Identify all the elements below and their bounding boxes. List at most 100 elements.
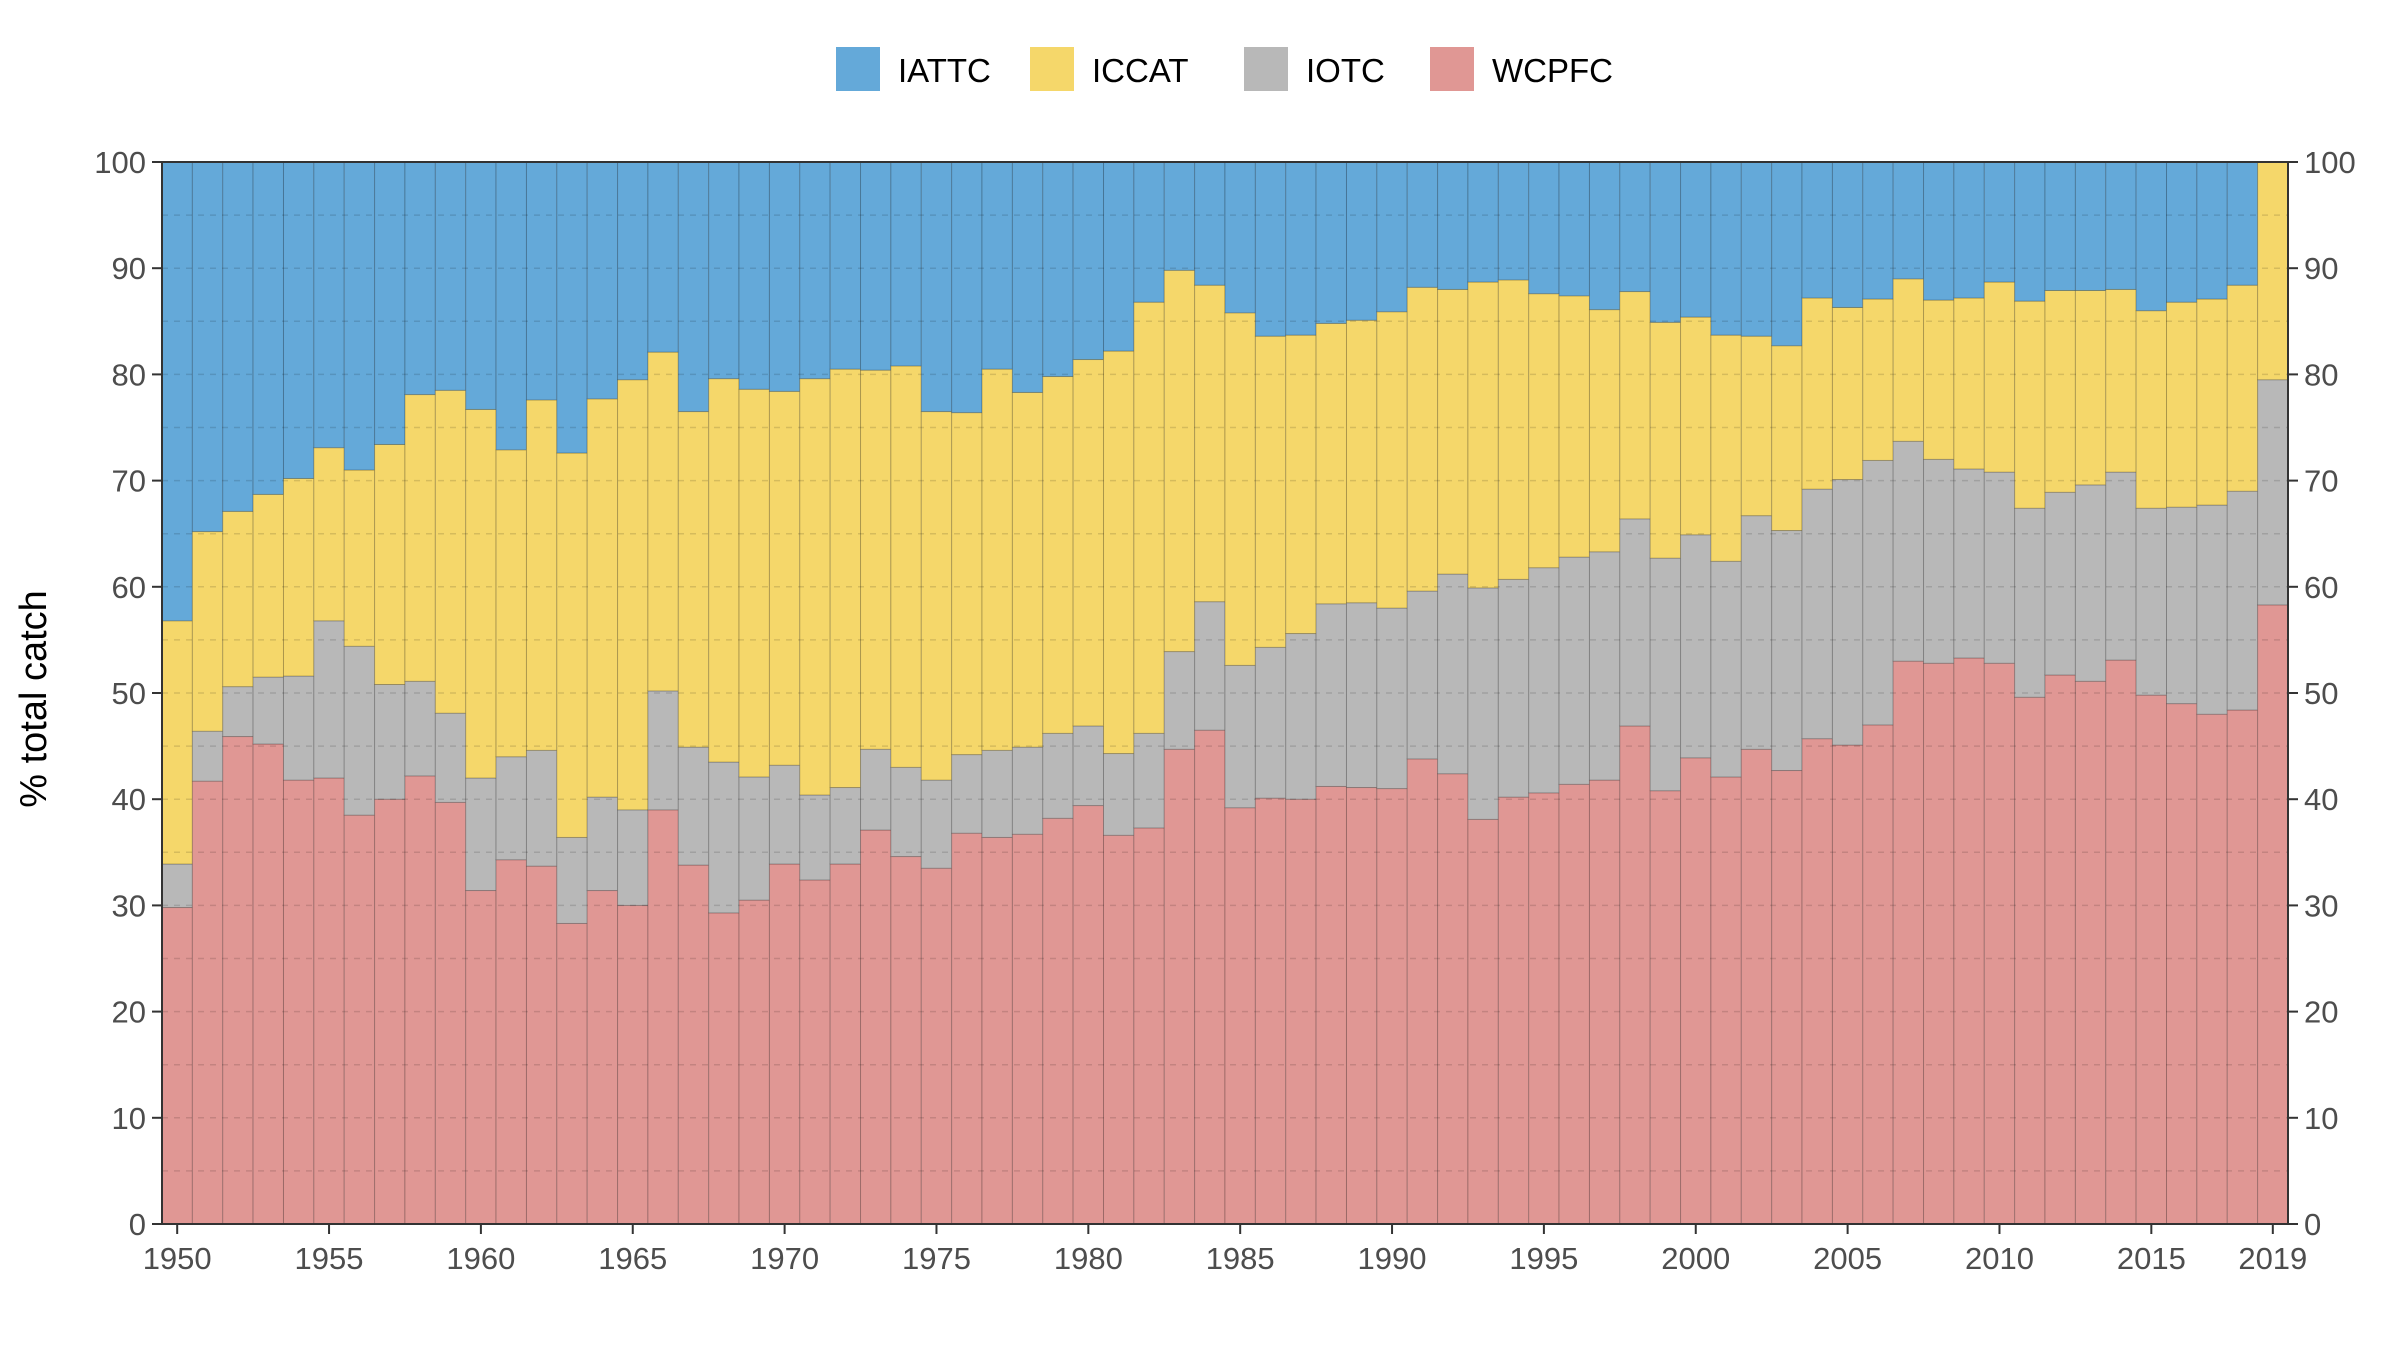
bar-iccat-1990: [1376, 311, 1408, 609]
bar-wcpfc-1981: [1103, 834, 1135, 1225]
y-tick-label-left-40: 40: [112, 782, 146, 817]
bar-iccat-1971: [799, 378, 831, 796]
bar-wcpfc-1979: [1042, 817, 1074, 1225]
bar-iattc-1957: [374, 161, 406, 445]
legend-swatch-iattc: [836, 47, 880, 91]
bar-iattc-1990: [1376, 161, 1408, 313]
bar-iccat-1981: [1103, 350, 1135, 755]
bar-iattc-2017: [2196, 161, 2228, 300]
x-tick-label-1960: 1960: [446, 1241, 515, 1276]
bar-wcpfc-2000: [1680, 757, 1712, 1225]
bar-iccat-1951: [191, 531, 224, 732]
bar-iattc-1960: [465, 161, 497, 410]
bar-iattc-1955: [313, 161, 345, 449]
bar-iattc-1981: [1103, 161, 1135, 352]
bar-iccat-1989: [1345, 319, 1378, 604]
bar-wcpfc-1998: [1619, 725, 1651, 1225]
bar-iotc-1993: [1467, 587, 1499, 820]
bar-iotc-2008: [1923, 458, 1955, 664]
bar-iccat-1984: [1194, 284, 1226, 603]
bar-wcpfc-2006: [1862, 724, 1894, 1225]
y-tick-label-left-50: 50: [112, 676, 146, 711]
bar-iattc-1993: [1467, 161, 1499, 283]
bar-iattc-2001: [1710, 161, 1742, 336]
bar-iccat-1991: [1406, 286, 1439, 592]
bars: [161, 161, 2289, 1225]
y-tick-label-right-40: 40: [2304, 782, 2338, 817]
bar-iccat-2016: [2166, 301, 2198, 508]
bar-iotc-1966: [647, 690, 679, 811]
bar-iattc-2005: [1831, 161, 1864, 308]
bar-iotc-1952: [222, 686, 254, 738]
bar-iccat-1965: [617, 379, 649, 811]
bar-iattc-1983: [1163, 161, 1196, 271]
bar-iccat-1982: [1133, 301, 1165, 734]
bar-iattc-1980: [1072, 161, 1105, 361]
bar-iattc-2000: [1680, 161, 1712, 318]
bar-iattc-2011: [2014, 161, 2046, 302]
x-tick-label-1990: 1990: [1358, 1241, 1427, 1276]
bar-iotc-2013: [2074, 484, 2107, 682]
bar-wcpfc-2011: [2014, 696, 2046, 1225]
bar-iccat-1996: [1558, 295, 1590, 558]
bar-iotc-1996: [1558, 556, 1590, 785]
bar-wcpfc-1956: [343, 814, 376, 1225]
bar-iattc-1984: [1194, 161, 1226, 286]
bar-iotc-1956: [343, 645, 376, 816]
bar-wcpfc-1961: [495, 859, 527, 1225]
bar-iattc-2008: [1923, 161, 1955, 301]
bar-iotc-2004: [1801, 488, 1833, 740]
bar-iccat-1963: [556, 452, 588, 838]
bar-iccat-2006: [1862, 298, 1894, 461]
bar-iattc-2015: [2135, 161, 2168, 312]
bar-iattc-2006: [1862, 161, 1894, 300]
bar-iccat-1973: [860, 369, 892, 750]
bar-iccat-1959: [434, 389, 467, 714]
bar-wcpfc-1997: [1588, 779, 1621, 1225]
bar-iattc-1982: [1133, 161, 1165, 303]
bar-iccat-1992: [1437, 288, 1469, 575]
bar-iattc-1972: [829, 161, 862, 370]
bar-iccat-2004: [1801, 297, 1833, 490]
bar-iotc-1965: [617, 809, 649, 906]
bar-iattc-2002: [1740, 161, 1773, 337]
bar-iotc-1990: [1376, 607, 1408, 790]
bar-iattc-1968: [708, 161, 740, 380]
bar-iotc-1975: [920, 779, 953, 869]
bar-iccat-2019: [2257, 161, 2289, 381]
bar-iattc-1973: [860, 161, 892, 371]
bar-iotc-1974: [890, 766, 922, 858]
bar-iotc-1968: [708, 761, 740, 914]
bar-wcpfc-1968: [708, 912, 740, 1225]
bar-wcpfc-1985: [1224, 807, 1256, 1225]
legend-label-wcpfc: WCPFC: [1492, 52, 1613, 89]
bar-iccat-2018: [2226, 284, 2259, 492]
bar-iattc-2013: [2074, 161, 2107, 291]
bar-iattc-1959: [434, 161, 467, 391]
bar-iattc-1999: [1649, 161, 1682, 323]
bar-wcpfc-1962: [525, 865, 558, 1225]
bar-wcpfc-1978: [1011, 833, 1044, 1225]
bar-iattc-1978: [1011, 161, 1044, 393]
bar-iotc-2018: [2226, 490, 2259, 711]
bar-iotc-1999: [1649, 557, 1682, 792]
bar-iccat-1950: [161, 620, 193, 865]
bar-iotc-2016: [2166, 506, 2198, 705]
x-tick-label-1955: 1955: [295, 1241, 364, 1276]
bar-iattc-1966: [647, 161, 679, 353]
bar-iattc-1964: [586, 161, 619, 400]
bar-iotc-1969: [738, 776, 770, 901]
bar-wcpfc-2009: [1953, 657, 1985, 1225]
bar-wcpfc-1984: [1194, 729, 1226, 1225]
axes: 0 0 10 10 20 20 30 30 40 40 50 50 60 60 70 70 80 80 90 90 10…: [94, 145, 2355, 1276]
bar-iotc-2005: [1831, 479, 1864, 746]
bar-wcpfc-2018: [2226, 709, 2259, 1225]
bar-wcpfc-2010: [1983, 662, 2016, 1225]
bar-iattc-2009: [1953, 161, 1985, 299]
bar-iattc-1995: [1528, 161, 1560, 295]
bar-iattc-2012: [2044, 161, 2076, 291]
bar-iccat-1994: [1497, 279, 1530, 580]
bar-iotc-1979: [1042, 732, 1074, 819]
bar-wcpfc-1971: [799, 879, 831, 1225]
bar-wcpfc-2005: [1831, 744, 1864, 1225]
